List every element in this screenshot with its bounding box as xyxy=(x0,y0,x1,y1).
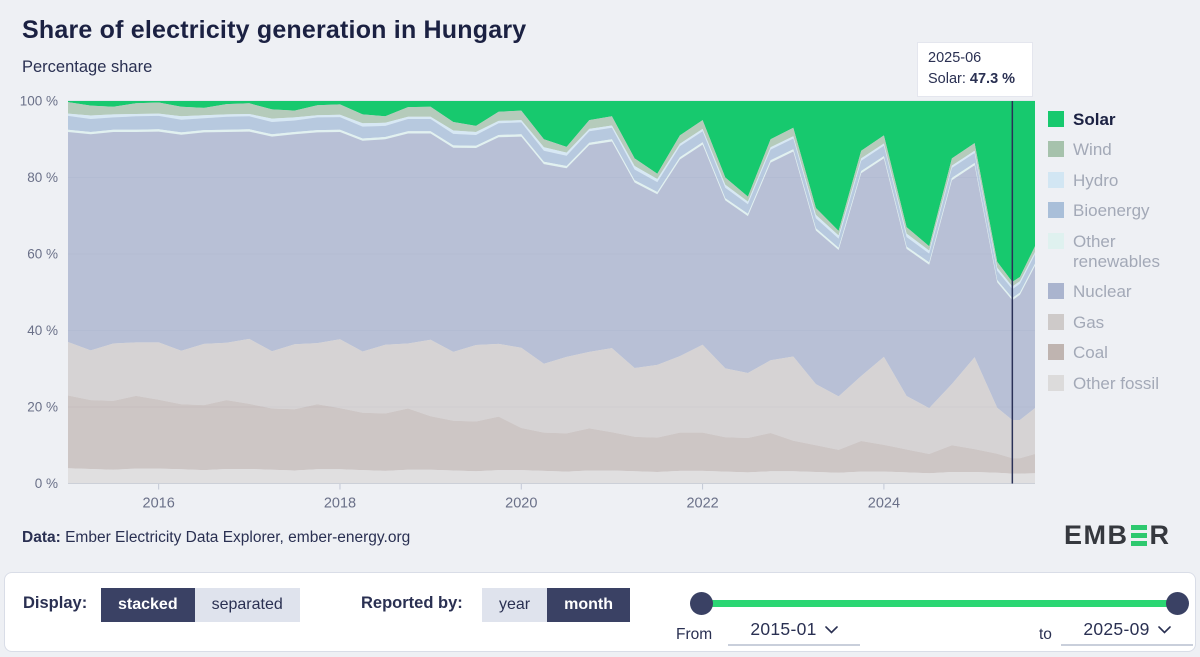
tooltip-value: 47.3 % xyxy=(969,71,1016,88)
from-date-value: 2015-01 xyxy=(750,619,817,639)
legend-item-nuclear[interactable]: Nuclear xyxy=(1048,282,1177,302)
to-label: to xyxy=(1039,626,1052,643)
legend-item-hydro[interactable]: Hydro xyxy=(1048,171,1177,191)
legend-item-gas[interactable]: Gas xyxy=(1048,313,1177,333)
logo-text-suffix: R xyxy=(1149,520,1171,550)
y-axis-tick-label: 80 % xyxy=(27,170,58,185)
legend-label: Coal xyxy=(1073,343,1108,363)
page-title: Share of electricity generation in Hunga… xyxy=(22,16,527,44)
to-date-value: 2025-09 xyxy=(1083,619,1150,639)
chart-legend: Solar Wind Hydro Bioenergy Other renewab… xyxy=(1048,110,1177,394)
ember-logo: EMB R xyxy=(1064,520,1171,551)
legend-label: Solar xyxy=(1073,110,1116,129)
from-date-select[interactable]: 2015-01 xyxy=(728,619,860,646)
area-nuclear xyxy=(68,131,1035,420)
data-source-note: Data: Ember Electricity Data Explorer, e… xyxy=(22,529,410,547)
wind-swatch-icon xyxy=(1048,141,1064,158)
tooltip-value-row: Solar: 47.3 % xyxy=(928,69,1022,90)
area-gas xyxy=(68,338,1035,459)
logo-text-prefix: EMB xyxy=(1064,520,1129,550)
area-coal xyxy=(68,395,1035,474)
legend-label: Other fossil xyxy=(1073,373,1159,393)
legend-item-bioenergy[interactable]: Bioenergy xyxy=(1048,201,1177,221)
logo-green-e-icon xyxy=(1130,525,1147,546)
legend-item-other-renewables[interactable]: Other renewables xyxy=(1048,232,1177,273)
hydro-swatch-icon xyxy=(1048,171,1064,188)
x-axis-tick-label: 2020 xyxy=(505,496,537,512)
chevron-down-icon xyxy=(824,625,838,634)
area-solar xyxy=(68,101,1035,282)
date-range-slider[interactable] xyxy=(690,592,1189,615)
legend-label: Bioenergy xyxy=(1073,201,1150,221)
data-source-label: Data: xyxy=(22,529,61,546)
chart-tooltip: 2025-06 Solar: 47.3 % xyxy=(917,42,1033,98)
display-option-separated[interactable]: separated xyxy=(194,588,300,622)
chevron-down-icon xyxy=(1157,625,1171,634)
legend-label: Hydro xyxy=(1073,170,1119,190)
x-axis-tick-label: 2016 xyxy=(143,496,175,512)
reported-by-toggle: year month xyxy=(482,588,630,622)
bioenergy-swatch-icon xyxy=(1048,202,1064,219)
legend-item-other-fossil[interactable]: Other fossil xyxy=(1048,374,1177,394)
data-source-text: Ember Electricity Data Explorer, ember-e… xyxy=(60,529,411,546)
reported-by-option-year[interactable]: year xyxy=(482,588,548,622)
chart-subtitle: Percentage share xyxy=(22,58,153,76)
slider-handle-from[interactable] xyxy=(690,592,713,615)
other-fossil-swatch-icon xyxy=(1048,374,1064,391)
legend-item-wind[interactable]: Wind xyxy=(1048,140,1177,160)
y-axis-tick-label: 0 % xyxy=(35,476,58,491)
other-renewables-swatch-icon xyxy=(1048,232,1064,249)
y-axis-tick-label: 100 % xyxy=(20,94,58,109)
from-label: From xyxy=(676,626,713,643)
x-axis-tick-label: 2024 xyxy=(868,496,900,512)
y-axis-tick-label: 60 % xyxy=(27,247,58,262)
y-axis-tick-label: 40 % xyxy=(27,323,58,338)
reported-by-label: Reported by: xyxy=(361,594,463,612)
slider-track[interactable] xyxy=(702,600,1173,607)
x-axis-tick-label: 2022 xyxy=(686,496,718,512)
to-date-select[interactable]: 2025-09 xyxy=(1061,619,1193,646)
area-other-renewables xyxy=(68,129,1035,301)
solar-swatch-icon xyxy=(1048,111,1064,127)
coal-swatch-icon xyxy=(1048,344,1064,361)
gas-swatch-icon xyxy=(1048,313,1064,330)
legend-item-coal[interactable]: Coal xyxy=(1048,343,1177,363)
y-axis-tick-label: 20 % xyxy=(27,400,58,415)
nuclear-swatch-icon xyxy=(1048,283,1064,300)
stacked-area-chart[interactable]: 100 % 80 % 60 % 40 % 20 % 0 % 2016 2018 2020 2022… xyxy=(0,0,1200,525)
x-axis-tick-label: 2018 xyxy=(324,496,356,512)
legend-label: Gas xyxy=(1073,312,1105,332)
legend-label: Nuclear xyxy=(1073,282,1132,302)
legend-label: Wind xyxy=(1073,140,1112,160)
area-other-fossil xyxy=(68,468,1035,484)
display-toggle: stacked separated xyxy=(101,588,300,622)
controls-panel: Display: stacked separated Reported by: … xyxy=(4,572,1196,652)
tooltip-series-label: Solar: xyxy=(928,71,966,88)
legend-item-solar[interactable]: Solar xyxy=(1048,110,1177,130)
slider-handle-to[interactable] xyxy=(1166,592,1189,615)
tooltip-date: 2025-06 xyxy=(928,50,982,66)
legend-label: Other renewables xyxy=(1073,231,1160,271)
reported-by-option-month[interactable]: month xyxy=(547,588,630,622)
display-option-stacked[interactable]: stacked xyxy=(101,588,195,622)
display-label: Display: xyxy=(23,594,88,612)
